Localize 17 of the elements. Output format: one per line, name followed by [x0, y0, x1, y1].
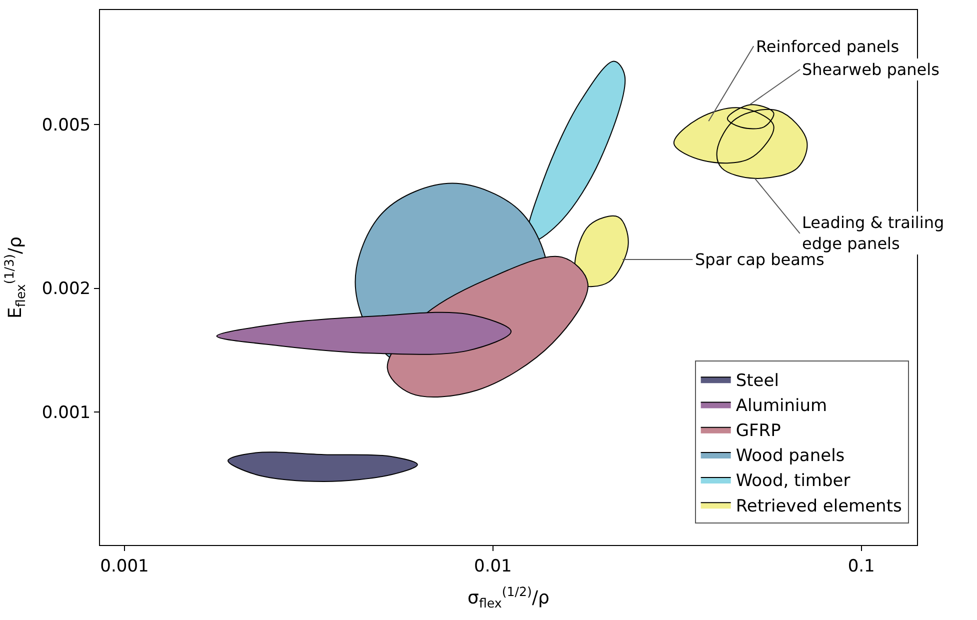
- legend-label: GFRP: [736, 420, 781, 441]
- legend-label: Wood, timber: [736, 471, 850, 492]
- annotation: Shearweb panels: [802, 60, 940, 79]
- annotation: Reinforced panels: [756, 37, 900, 56]
- y-tick-label: 0.002: [42, 279, 91, 300]
- x-tick-label: 0.001: [100, 556, 149, 576]
- legend-label: Aluminium: [736, 396, 828, 416]
- x-axis-title: σ$_{flex}$$^{(1/2)}$/ρ: [468, 584, 550, 610]
- x-tick-label: 0.1: [848, 556, 875, 576]
- legend-label: Retrieved elements: [736, 496, 902, 516]
- annotation: Spar cap beams: [695, 250, 824, 269]
- y-tick-label: 0.001: [42, 403, 91, 423]
- y-tick-label: 0.005: [42, 116, 91, 136]
- x-tick-label: 0.01: [474, 556, 512, 576]
- legend-label: Steel: [736, 370, 779, 391]
- legend-label: Wood panels: [736, 446, 845, 466]
- annotation: Leading & trailing edge panels: [802, 213, 944, 253]
